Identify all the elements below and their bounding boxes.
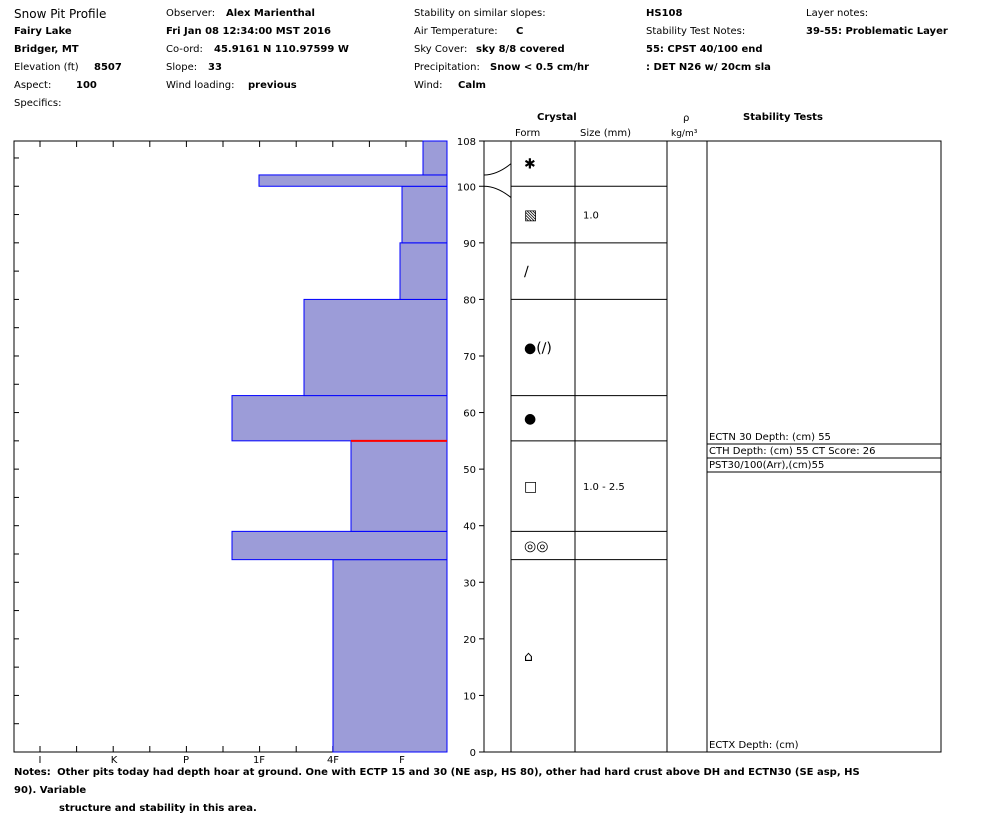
crystal-size-label: 1.0 - 2.5 <box>583 482 625 493</box>
depth-tick-label: 10 <box>463 691 476 702</box>
depth-tick-label: 80 <box>463 295 476 306</box>
hardness-bar <box>399 242 448 300</box>
stability-similar-label: Stability on similar slopes: <box>414 8 546 19</box>
depth-tick-label: 100 <box>457 182 476 193</box>
connector-line <box>483 163 512 176</box>
hardness-tick-label: K <box>111 755 118 766</box>
datetime: Fri Jan 08 12:34:00 MST 2016 <box>166 26 332 37</box>
hardness-panel: I K P 1F 4F F <box>13 140 448 766</box>
aspect-label: Aspect: <box>14 80 52 91</box>
depth-axis: 0 10 20 30 40 50 60 70 80 90 100 108 <box>457 137 484 759</box>
crystal-form-symbol: ⌂ <box>524 649 533 665</box>
hardness-bar <box>332 559 448 753</box>
size-header: Size (mm) <box>580 128 631 139</box>
depth-tick-label: 20 <box>463 635 476 646</box>
crystal-panel: ✱ ▧ 1.0 ∕ ●(∕) ● □ 1.0 - 2.5 ◎◎ ⌂ <box>483 140 942 753</box>
hardness-tick-label: 4F <box>327 755 339 766</box>
hardness-tick-label: F <box>399 755 405 766</box>
depth-tick-label: 40 <box>463 522 476 533</box>
coord-label: Co-ord: <box>166 44 203 55</box>
elevation-value: 8507 <box>94 62 122 73</box>
hardness-bar <box>231 395 448 442</box>
hardness-tick-label: I <box>39 755 42 766</box>
notes-block: Notes: Other pits today had depth hoar a… <box>14 764 874 818</box>
air-temp-value: C <box>516 26 524 37</box>
sky-cover-value: sky 8/8 covered <box>476 44 565 55</box>
hardness-bar <box>258 174 448 187</box>
hardness-bar <box>350 440 448 532</box>
specifics-label: Specifics: <box>14 98 62 109</box>
observer-value: Alex Marienthal <box>226 8 315 19</box>
hardness-bar <box>422 140 448 176</box>
location: Fairy Lake <box>14 26 72 37</box>
sky-cover-label: Sky Cover: <box>414 44 468 55</box>
region: Bridger, MT <box>14 44 79 55</box>
hardness-bar <box>303 298 448 397</box>
depth-tick-label: 0 <box>470 748 476 759</box>
stability-test-label: ECTN 30 Depth: (cm) 55 <box>709 432 831 443</box>
slope-value: 33 <box>208 62 222 73</box>
elevation-label: Elevation (ft) <box>14 62 79 73</box>
depth-tick-label: 60 <box>463 409 476 420</box>
notes-label: Notes: <box>14 767 51 778</box>
layer-note: 39-55: Problematic Layer <box>806 26 948 37</box>
form-header: Form <box>515 128 541 139</box>
crystal-header: Crystal <box>537 112 577 123</box>
rho-header: ρ <box>683 113 690 124</box>
crystal-form-symbol: ▧ <box>524 208 537 224</box>
coord-value: 45.9161 N 110.97599 W <box>214 44 349 55</box>
depth-tick-label: 30 <box>463 578 476 589</box>
profile-frame <box>483 140 942 753</box>
stability-test-label: PST30/100(Arr),(cm)55 <box>709 460 824 471</box>
stability-test-notes-label: Stability Test Notes: <box>646 26 746 37</box>
stability-test-label: ECTX Depth: (cm) <box>709 740 799 751</box>
wind-value: Calm <box>458 80 486 91</box>
stability-test-note-2: : DET N26 w/ 20cm sla <box>646 62 771 73</box>
precip-label: Precipitation: <box>414 62 480 73</box>
depth-tick-label: 50 <box>463 465 476 476</box>
hardness-tick-label: P <box>183 755 189 766</box>
aspect-value: 100 <box>76 80 97 91</box>
depth-tick-label: 108 <box>457 137 476 148</box>
crystal-form-symbol: ● <box>524 411 536 427</box>
stability-test-label: CTH Depth: (cm) 55 CT Score: 26 <box>709 446 875 457</box>
crystal-form-symbol: ✱ <box>524 157 536 173</box>
crystal-form-symbol: ◎◎ <box>524 539 548 555</box>
hardness-bar <box>231 530 448 561</box>
notes-line-1: Other pits today had depth hoar at groun… <box>14 767 860 796</box>
air-temp-label: Air Temperature: <box>414 26 498 37</box>
wind-label: Wind: <box>414 80 443 91</box>
depth-tick-label: 90 <box>463 239 476 250</box>
hardness-bar <box>401 185 448 244</box>
observer-label: Observer: <box>166 8 216 19</box>
depth-tick-label: 70 <box>463 352 476 363</box>
crystal-form-symbol: □ <box>524 479 537 495</box>
layer-notes-label: Layer notes: <box>806 8 869 19</box>
notes-line-2: structure and stability in this area. <box>59 803 257 814</box>
stability-panel: ECTN 30 Depth: (cm) 55 CTH Depth: (cm) 55… <box>707 432 941 751</box>
hs-value: HS108 <box>646 8 683 19</box>
slope-label: Slope: <box>166 62 198 73</box>
density-unit-header: kg/m³ <box>671 129 698 139</box>
crystal-form-symbol: ∕ <box>524 264 529 280</box>
connector-line <box>483 185 512 198</box>
crystal-size-label: 1.0 <box>583 211 599 222</box>
page-title: Snow Pit Profile <box>14 7 107 21</box>
stability-test-note-1: 55: CPST 40/100 end <box>646 44 763 55</box>
crystal-form-symbol: ●(∕) <box>524 340 552 356</box>
wind-loading-value: previous <box>248 80 297 91</box>
hardness-tick-label: 1F <box>253 755 265 766</box>
precip-value: Snow < 0.5 cm/hr <box>490 62 590 73</box>
wind-loading-label: Wind loading: <box>166 80 235 91</box>
stability-tests-header: Stability Tests <box>743 112 823 123</box>
